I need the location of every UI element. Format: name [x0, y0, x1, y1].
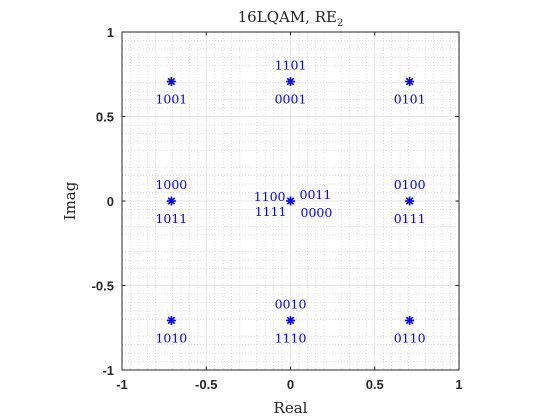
point-layer: 1001 1101 0001 0101 1000 1011 1100 0011 1111 0000…: [155, 58, 425, 346]
point-bit-label: 0100: [394, 177, 426, 192]
data-point-marker: [166, 77, 176, 87]
data-point-marker: [286, 77, 295, 87]
y-tick-label: 0.5: [96, 110, 114, 125]
point-bit-label: 0001: [275, 92, 307, 107]
data-point-marker: [286, 315, 295, 325]
point-bit-label: 1000: [155, 177, 187, 192]
y-tick-label: -1: [102, 363, 114, 378]
y-tick-label: -0.5: [92, 279, 114, 294]
y-tick-label: 0: [107, 194, 114, 209]
point-bit-label: 1010: [155, 330, 187, 345]
point-bit-label: 1011: [155, 211, 187, 226]
x-tick-label: -0.5: [195, 377, 217, 392]
data-point-marker: [166, 315, 176, 325]
y-axis-label: Imag: [61, 181, 79, 220]
tick-layer: -1 -0.5 0 0.5 1 -1 -0.5 0 0.5 1: [92, 25, 463, 392]
grid-layer: [121, 31, 460, 371]
point-bit-label: 1111: [255, 204, 287, 219]
data-point-marker: [286, 196, 295, 206]
point-bit-label: 1100: [254, 189, 286, 204]
point-bit-label: 0111: [394, 211, 426, 226]
point-bit-label: 0101: [394, 92, 426, 107]
x-tick-label: 0: [287, 377, 294, 392]
point-bit-label: 1001: [155, 92, 187, 107]
point-bit-label: 1110: [275, 330, 307, 345]
x-tick-label: -1: [116, 377, 128, 392]
y-tick-label: 1: [107, 25, 114, 40]
point-bit-label: 0000: [301, 205, 333, 220]
point-bit-label: 0110: [394, 330, 426, 345]
point-bit-label: 1101: [275, 58, 307, 73]
data-point-marker: [405, 315, 415, 325]
data-point-marker: [405, 77, 415, 87]
point-bit-label: 0011: [300, 187, 332, 202]
x-axis-label: Real: [274, 399, 308, 417]
point-bit-label: 0010: [275, 296, 307, 311]
data-point-marker: [405, 196, 415, 206]
data-point-marker: [166, 196, 176, 206]
x-tick-label: 1: [455, 377, 462, 392]
chart-title: 16LQAM, RE2: [238, 8, 344, 29]
x-tick-label: 0.5: [366, 377, 384, 392]
